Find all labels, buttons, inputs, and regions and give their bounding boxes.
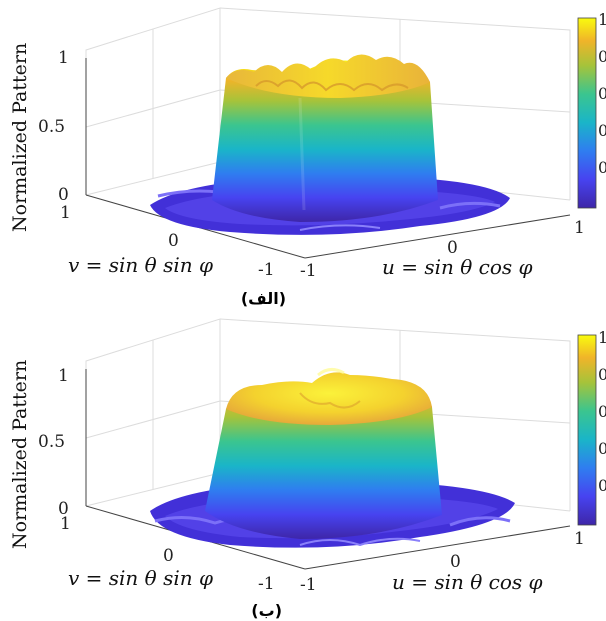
u-tick-1: 1	[574, 218, 585, 238]
u-tick-neg1: -1	[300, 261, 317, 281]
caption-a: (الف)	[241, 289, 286, 308]
v-tick-1: 1	[60, 203, 71, 223]
colorbar	[577, 17, 597, 209]
z-axis-label: Normalized Pattern	[9, 360, 31, 549]
z-tick-05: 0.5	[38, 432, 65, 452]
v-axis-label: v = sin θ sin φ	[68, 566, 213, 590]
z-axis-label: Normalized Pattern	[9, 43, 31, 232]
cb-tick-1: 1	[598, 10, 606, 29]
u-axis-label: u = sin θ cos φ	[382, 255, 533, 279]
main-beam	[205, 368, 442, 539]
v-tick-neg1: -1	[258, 574, 275, 594]
cb-tick-1: 1	[598, 328, 606, 347]
v-axis-label: v = sin θ sin φ	[68, 253, 213, 277]
cb-tick-4: 0.	[598, 121, 606, 140]
v-tick-0: 0	[163, 546, 174, 566]
surface-plot-b: 1 0.5 0 Normalized Pattern 1 0 -1 v = si…	[9, 318, 606, 620]
cb-tick-3: 0.	[598, 84, 606, 103]
u-tick-1: 1	[574, 529, 585, 549]
colorbar	[577, 334, 597, 526]
z-tick-05: 0.5	[38, 117, 65, 137]
chart-panel-a: 1 0.5 0 Normalized Pattern 1 0 -1 v = si…	[0, 0, 606, 310]
v-tick-neg1: -1	[258, 260, 275, 280]
surface-plot-a: 1 0.5 0 Normalized Pattern 1 0 -1 v = si…	[9, 7, 606, 308]
z-tick-1: 1	[58, 366, 69, 386]
u-tick-0: 0	[450, 552, 461, 572]
chart-panel-b: 1 0.5 0 Normalized Pattern 1 0 -1 v = si…	[0, 311, 606, 621]
u-tick-neg1: -1	[300, 575, 317, 595]
u-tick-0: 0	[447, 238, 458, 258]
cb-tick-5: 0.	[598, 158, 606, 177]
cb-tick-5: 0	[598, 476, 606, 495]
z-tick-1: 1	[58, 48, 69, 68]
caption-b: (ب)	[251, 601, 282, 620]
z-tick-0: 0	[58, 499, 69, 519]
cb-tick-3: 0	[598, 402, 606, 421]
u-axis-label: u = sin θ cos φ	[392, 570, 543, 594]
cb-tick-2: 0	[598, 365, 606, 384]
v-tick-1: 1	[60, 514, 71, 534]
main-beam	[212, 54, 438, 222]
cb-tick-4: 0	[598, 439, 606, 458]
v-tick-0: 0	[168, 231, 179, 251]
z-tick-0: 0	[58, 185, 69, 205]
cb-tick-2: 0.	[598, 47, 606, 66]
